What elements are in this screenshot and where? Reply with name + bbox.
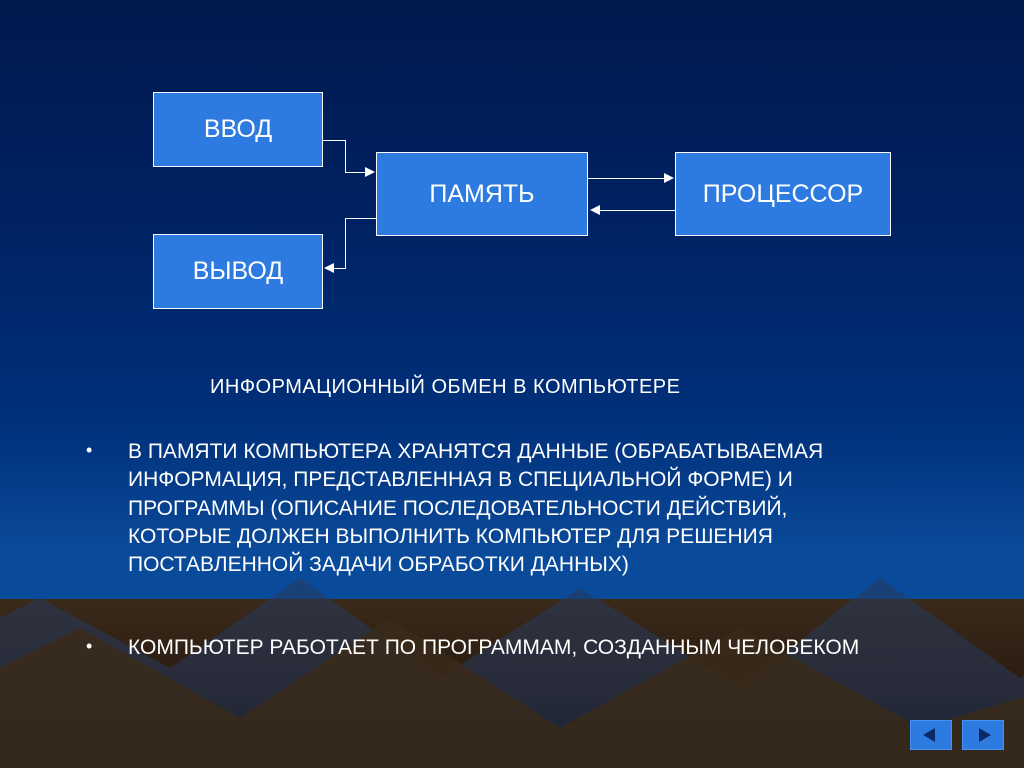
edge-input-memory-h2 bbox=[345, 172, 365, 173]
next-button[interactable] bbox=[962, 720, 1004, 750]
edge-memory-cpu-head bbox=[664, 173, 674, 183]
edge-input-memory bbox=[323, 140, 345, 141]
edge-memory-output-h1 bbox=[345, 218, 376, 219]
node-memory: ПАМЯТЬ bbox=[376, 152, 588, 236]
edge-memory-output-h2 bbox=[334, 268, 346, 269]
chevron-left-icon bbox=[923, 728, 935, 742]
edge-cpu-memory bbox=[600, 210, 675, 211]
edge-input-memory-v bbox=[345, 140, 346, 172]
chevron-right-icon bbox=[979, 728, 991, 742]
edge-memory-cpu bbox=[588, 178, 664, 179]
subtitle: ИНФОРМАЦИОННЫЙ ОБМЕН В КОМПЬЮТЕРЕ bbox=[210, 376, 680, 399]
edge-cpu-memory-head bbox=[590, 205, 600, 215]
bullet-dot: • bbox=[86, 636, 92, 657]
bullet-dot: • bbox=[86, 440, 92, 461]
node-output: ВЫВОД bbox=[153, 234, 323, 309]
slide: ВВОД ПАМЯТЬ ПРОЦЕССОР ВЫВОД ИНФОРМАЦИОНН… bbox=[0, 0, 1024, 768]
bullet-1: В ПАМЯТИ КОМПЬЮТЕРА ХРАНЯТСЯ ДАННЫЕ (ОБР… bbox=[128, 438, 888, 580]
node-input: ВВОД bbox=[153, 92, 323, 167]
edge-memory-output-v bbox=[345, 218, 346, 268]
node-cpu: ПРОЦЕССОР bbox=[675, 152, 891, 236]
prev-button[interactable] bbox=[910, 720, 952, 750]
edge-input-memory-head bbox=[365, 167, 375, 177]
bullet-2: КОМПЬЮТЕР РАБОТАЕТ ПО ПРОГРАММАМ, СОЗДАН… bbox=[128, 634, 888, 662]
edge-memory-output-head bbox=[324, 263, 334, 273]
